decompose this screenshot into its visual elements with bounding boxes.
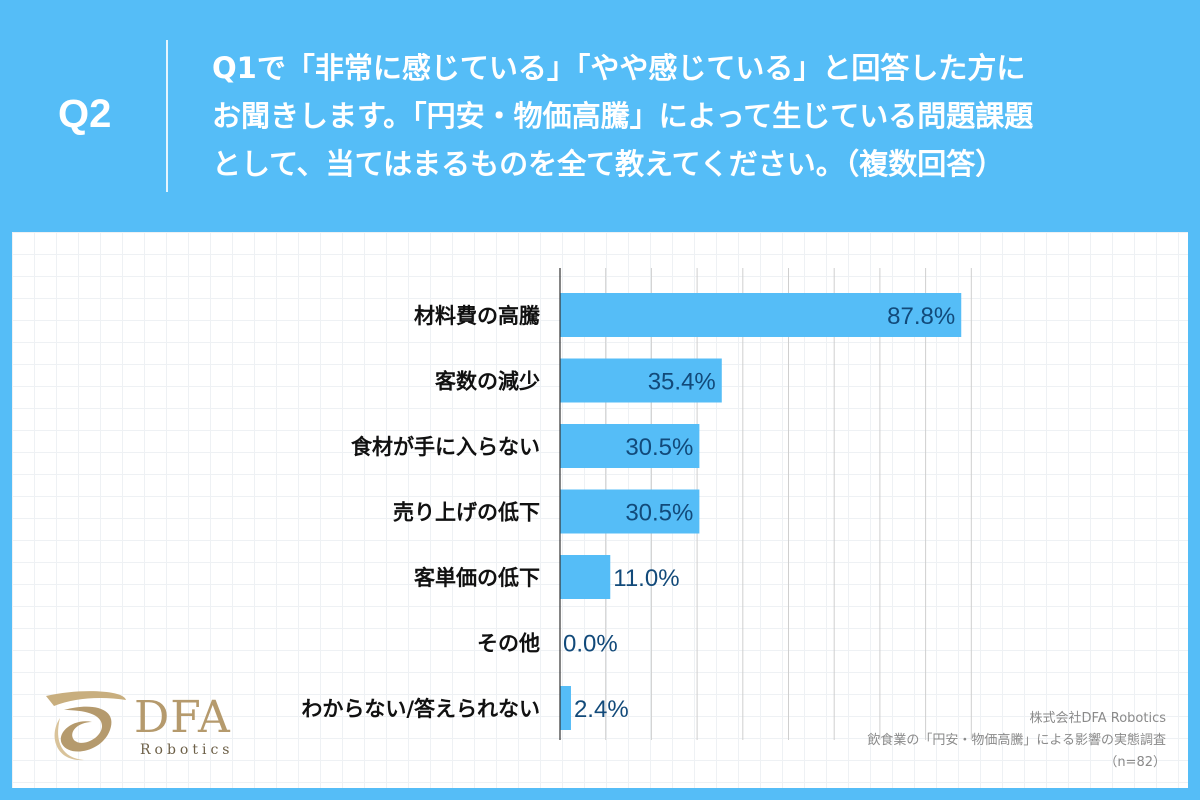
data-label: 11.0%: [613, 565, 679, 592]
question-text: Q1で「非常に感じている」「やや感じている」と回答した方に お聞きします。「円安…: [212, 44, 1172, 188]
question-line-2: お聞きします。「円安・物価高騰」によって生じている問題課題: [212, 99, 1034, 133]
bar: [560, 424, 700, 468]
source-company: 株式会社DFA Robotics: [1029, 711, 1166, 726]
source-survey: 飲食業の「円安・物価高騰」による影響の実態調査: [867, 733, 1166, 748]
data-label: 30.5%: [625, 500, 693, 527]
category-label: 客数の減少: [435, 370, 540, 394]
bar: [560, 358, 722, 403]
data-label: 35.4%: [648, 369, 716, 396]
logo-wordmark: DFA: [134, 692, 231, 743]
source-sample-size: （n=82）: [1104, 755, 1166, 770]
data-label: 0.0%: [563, 631, 618, 658]
category-label: 客単価の低下: [414, 566, 540, 590]
source-note: 株式会社DFA Robotics 飲食業の「円安・物価高騰」による影響の実態調査…: [867, 708, 1166, 774]
data-label: 2.4%: [574, 696, 629, 723]
bar: [560, 489, 700, 534]
question-line-1: Q1で「非常に感じている」「やや感じている」と回答した方に: [212, 51, 1026, 85]
category-label: 材料費の高騰: [414, 304, 541, 328]
bar: [560, 686, 571, 730]
bar: [560, 293, 962, 337]
bar: [560, 555, 611, 599]
data-label: 87.8%: [887, 303, 955, 330]
data-label: 30.5%: [625, 434, 693, 461]
dfa-swirl-logo-icon: [46, 691, 126, 761]
header-banner: Q2 Q1で「非常に感じている」「やや感じている」と回答した方に お聞きします。…: [0, 0, 1200, 230]
logo-subtitle: Robotics: [140, 742, 234, 758]
category-label: 食材が手に入らない: [351, 435, 540, 459]
category-label: 売り上げの低下: [393, 501, 540, 525]
dfa-logo: DFA Robotics: [40, 688, 250, 768]
question-line-3: として、当てはまるものを全て教えてください。（複数回答）: [212, 147, 1005, 181]
category-label: その他: [477, 632, 540, 656]
header-divider: [166, 40, 168, 192]
question-number: Q2: [58, 92, 112, 136]
category-label: わからない/答えられない: [301, 697, 540, 721]
